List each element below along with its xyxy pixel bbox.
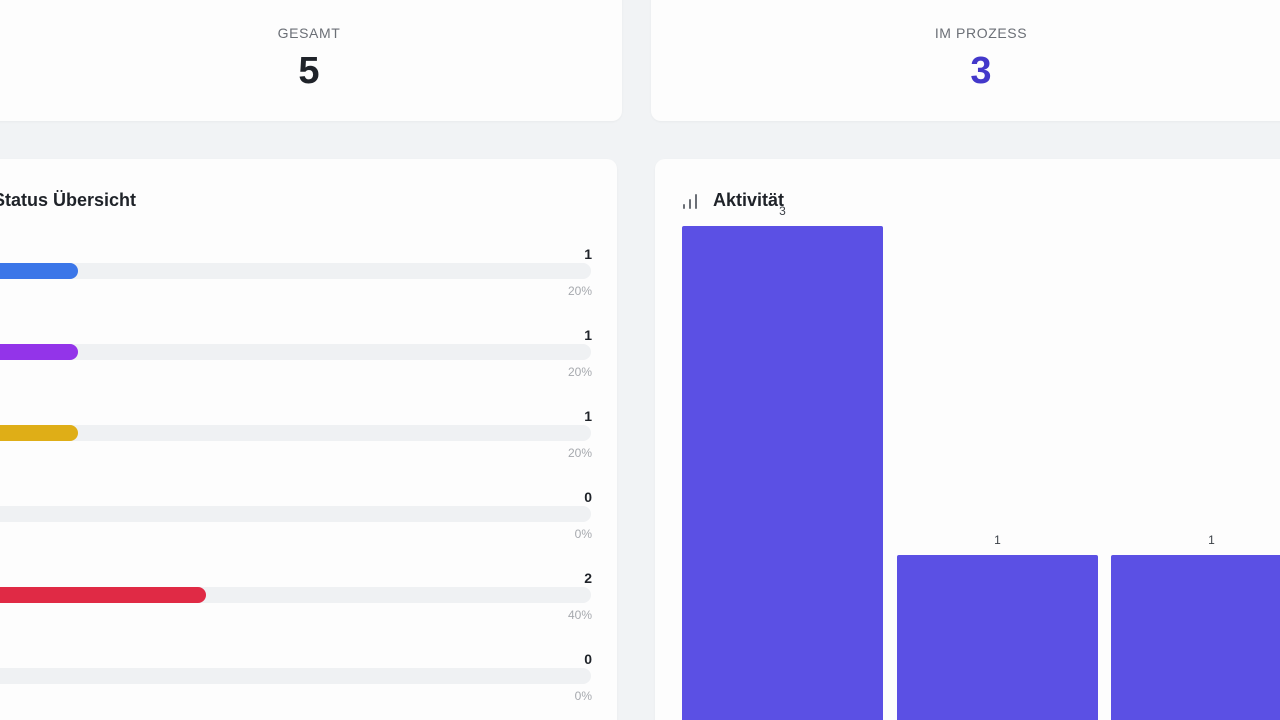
status-count: 1 xyxy=(584,246,592,262)
status-progress-track xyxy=(0,587,591,603)
status-count: 1 xyxy=(584,408,592,424)
stat-label-total: GESAMT xyxy=(277,25,341,41)
bar-value-label: 1 xyxy=(994,533,1001,548)
status-row: t abgesagt00% xyxy=(0,651,617,720)
status-percent: 0% xyxy=(574,689,592,703)
stat-card-total: GESAMT 5 xyxy=(0,0,622,121)
activity-title: Aktivität xyxy=(713,190,785,210)
status-percent: 40% xyxy=(567,608,592,622)
status-overview-title: Status Übersicht xyxy=(0,190,137,210)
bar-value-label: 3 xyxy=(779,204,786,218)
status-progress-fill xyxy=(0,263,79,279)
status-percent: 20% xyxy=(567,365,592,379)
status-percent: 20% xyxy=(567,284,592,298)
status-progress-fill xyxy=(0,587,207,603)
status-progress-track xyxy=(0,425,591,441)
activity-bar-chart: 3 1 1 xyxy=(655,159,1280,720)
status-progress-track xyxy=(0,263,591,279)
activity-bar[interactable] xyxy=(897,555,1098,720)
stat-value-total: 5 xyxy=(298,50,320,92)
bar-value-label: 1 xyxy=(1208,533,1215,548)
bar-group: 3 xyxy=(682,204,883,720)
status-percent: 20% xyxy=(567,446,592,460)
bar-chart-icon xyxy=(683,193,701,209)
status-row: bot00% xyxy=(0,489,617,570)
activity-bar[interactable] xyxy=(682,226,883,720)
bar-group: 1 xyxy=(897,533,1098,720)
status-progress-fill xyxy=(0,425,79,441)
status-count: 0 xyxy=(584,489,592,505)
status-count: 0 xyxy=(584,651,592,667)
activity-bar[interactable] xyxy=(1111,555,1280,720)
status-progress-track xyxy=(0,506,591,522)
stat-card-in-process: IM PROZESS 3 xyxy=(651,0,1280,121)
status-progress-track xyxy=(0,668,591,684)
status-row: view120% xyxy=(0,408,617,489)
stat-value-in-process: 3 xyxy=(970,50,992,92)
status-row: ge240% xyxy=(0,570,617,651)
status-count: 1 xyxy=(584,327,592,343)
activity-panel: Aktivität 3 1 1 xyxy=(655,159,1280,720)
activity-title-row: Aktivität xyxy=(683,190,784,211)
status-count: 2 xyxy=(584,570,592,586)
status-overview-panel: Status Übersicht n120%schrieben120%view1… xyxy=(0,159,617,720)
status-progress-fill xyxy=(0,344,79,360)
bar-group: 1 xyxy=(1111,533,1280,720)
status-progress-track xyxy=(0,344,591,360)
status-row: n120% xyxy=(0,246,617,327)
status-percent: 0% xyxy=(574,527,592,541)
stat-label-in-process: IM PROZESS xyxy=(934,25,1028,41)
status-row: schrieben120% xyxy=(0,327,617,408)
